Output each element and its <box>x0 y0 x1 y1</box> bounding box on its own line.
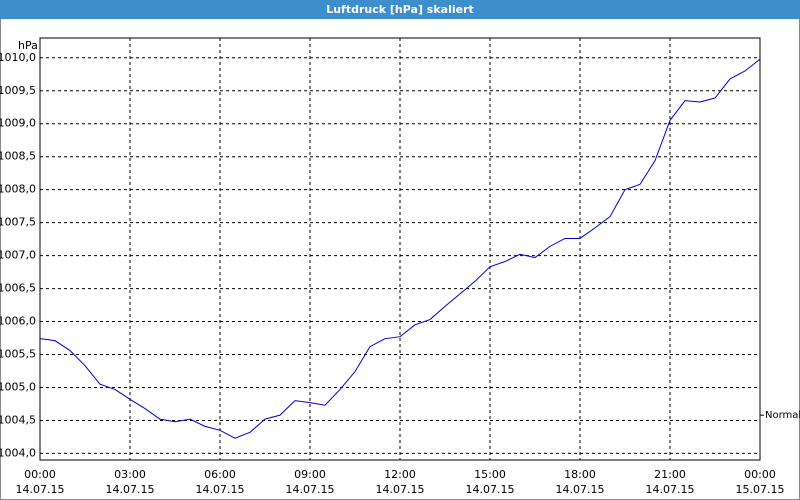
y-tick-label: 1005,0 <box>0 380 36 393</box>
annotation: Normal <box>765 410 800 421</box>
y-tick-label: 1004,5 <box>0 413 36 426</box>
y-tick-label: 1006,0 <box>0 315 36 328</box>
x-tick-label: 18:00 <box>564 468 596 481</box>
x-tick-date: 14.07.15 <box>646 483 695 496</box>
y-tick-label: 1010,0 <box>0 51 36 64</box>
y-tick-label: 1006,5 <box>0 282 36 295</box>
x-tick-date: 14.07.15 <box>466 483 515 496</box>
x-tick-date: 14.07.15 <box>106 483 155 496</box>
x-tick-date: 14.07.15 <box>556 483 605 496</box>
x-tick-label: 15:00 <box>474 468 506 481</box>
x-tick-label: 00:00 <box>24 468 56 481</box>
x-tick-date: 14.07.15 <box>286 483 335 496</box>
y-tick-label: 1004,0 <box>0 446 36 459</box>
y-tick-label: 1008,0 <box>0 183 36 196</box>
x-tick-date: 15.07.15 <box>736 483 785 496</box>
x-tick-label: 21:00 <box>654 468 686 481</box>
chart-title: Luftdruck [hPa] skaliert <box>326 3 474 16</box>
x-tick-date: 14.07.15 <box>376 483 425 496</box>
x-tick-label: 09:00 <box>294 468 326 481</box>
x-tick-label: 00:00 <box>744 468 776 481</box>
y-tick-label: 1007,0 <box>0 249 36 262</box>
y-tick-label: 1009,0 <box>0 117 36 130</box>
y-tick-label: 1007,5 <box>0 216 36 229</box>
x-tick-date: 14.07.15 <box>196 483 245 496</box>
y-unit: hPa <box>18 39 38 52</box>
y-tick-label: 1008,5 <box>0 150 36 163</box>
title-bar <box>0 0 800 19</box>
line <box>39 58 761 439</box>
x-tick-date: 14.07.15 <box>16 483 65 496</box>
x-tick-label: 12:00 <box>384 468 416 481</box>
y-tick-label: 1009,5 <box>0 84 36 97</box>
y-tick-label: 1005,5 <box>0 348 36 361</box>
x-tick-label: 03:00 <box>114 468 146 481</box>
x-tick-label: 06:00 <box>204 468 236 481</box>
